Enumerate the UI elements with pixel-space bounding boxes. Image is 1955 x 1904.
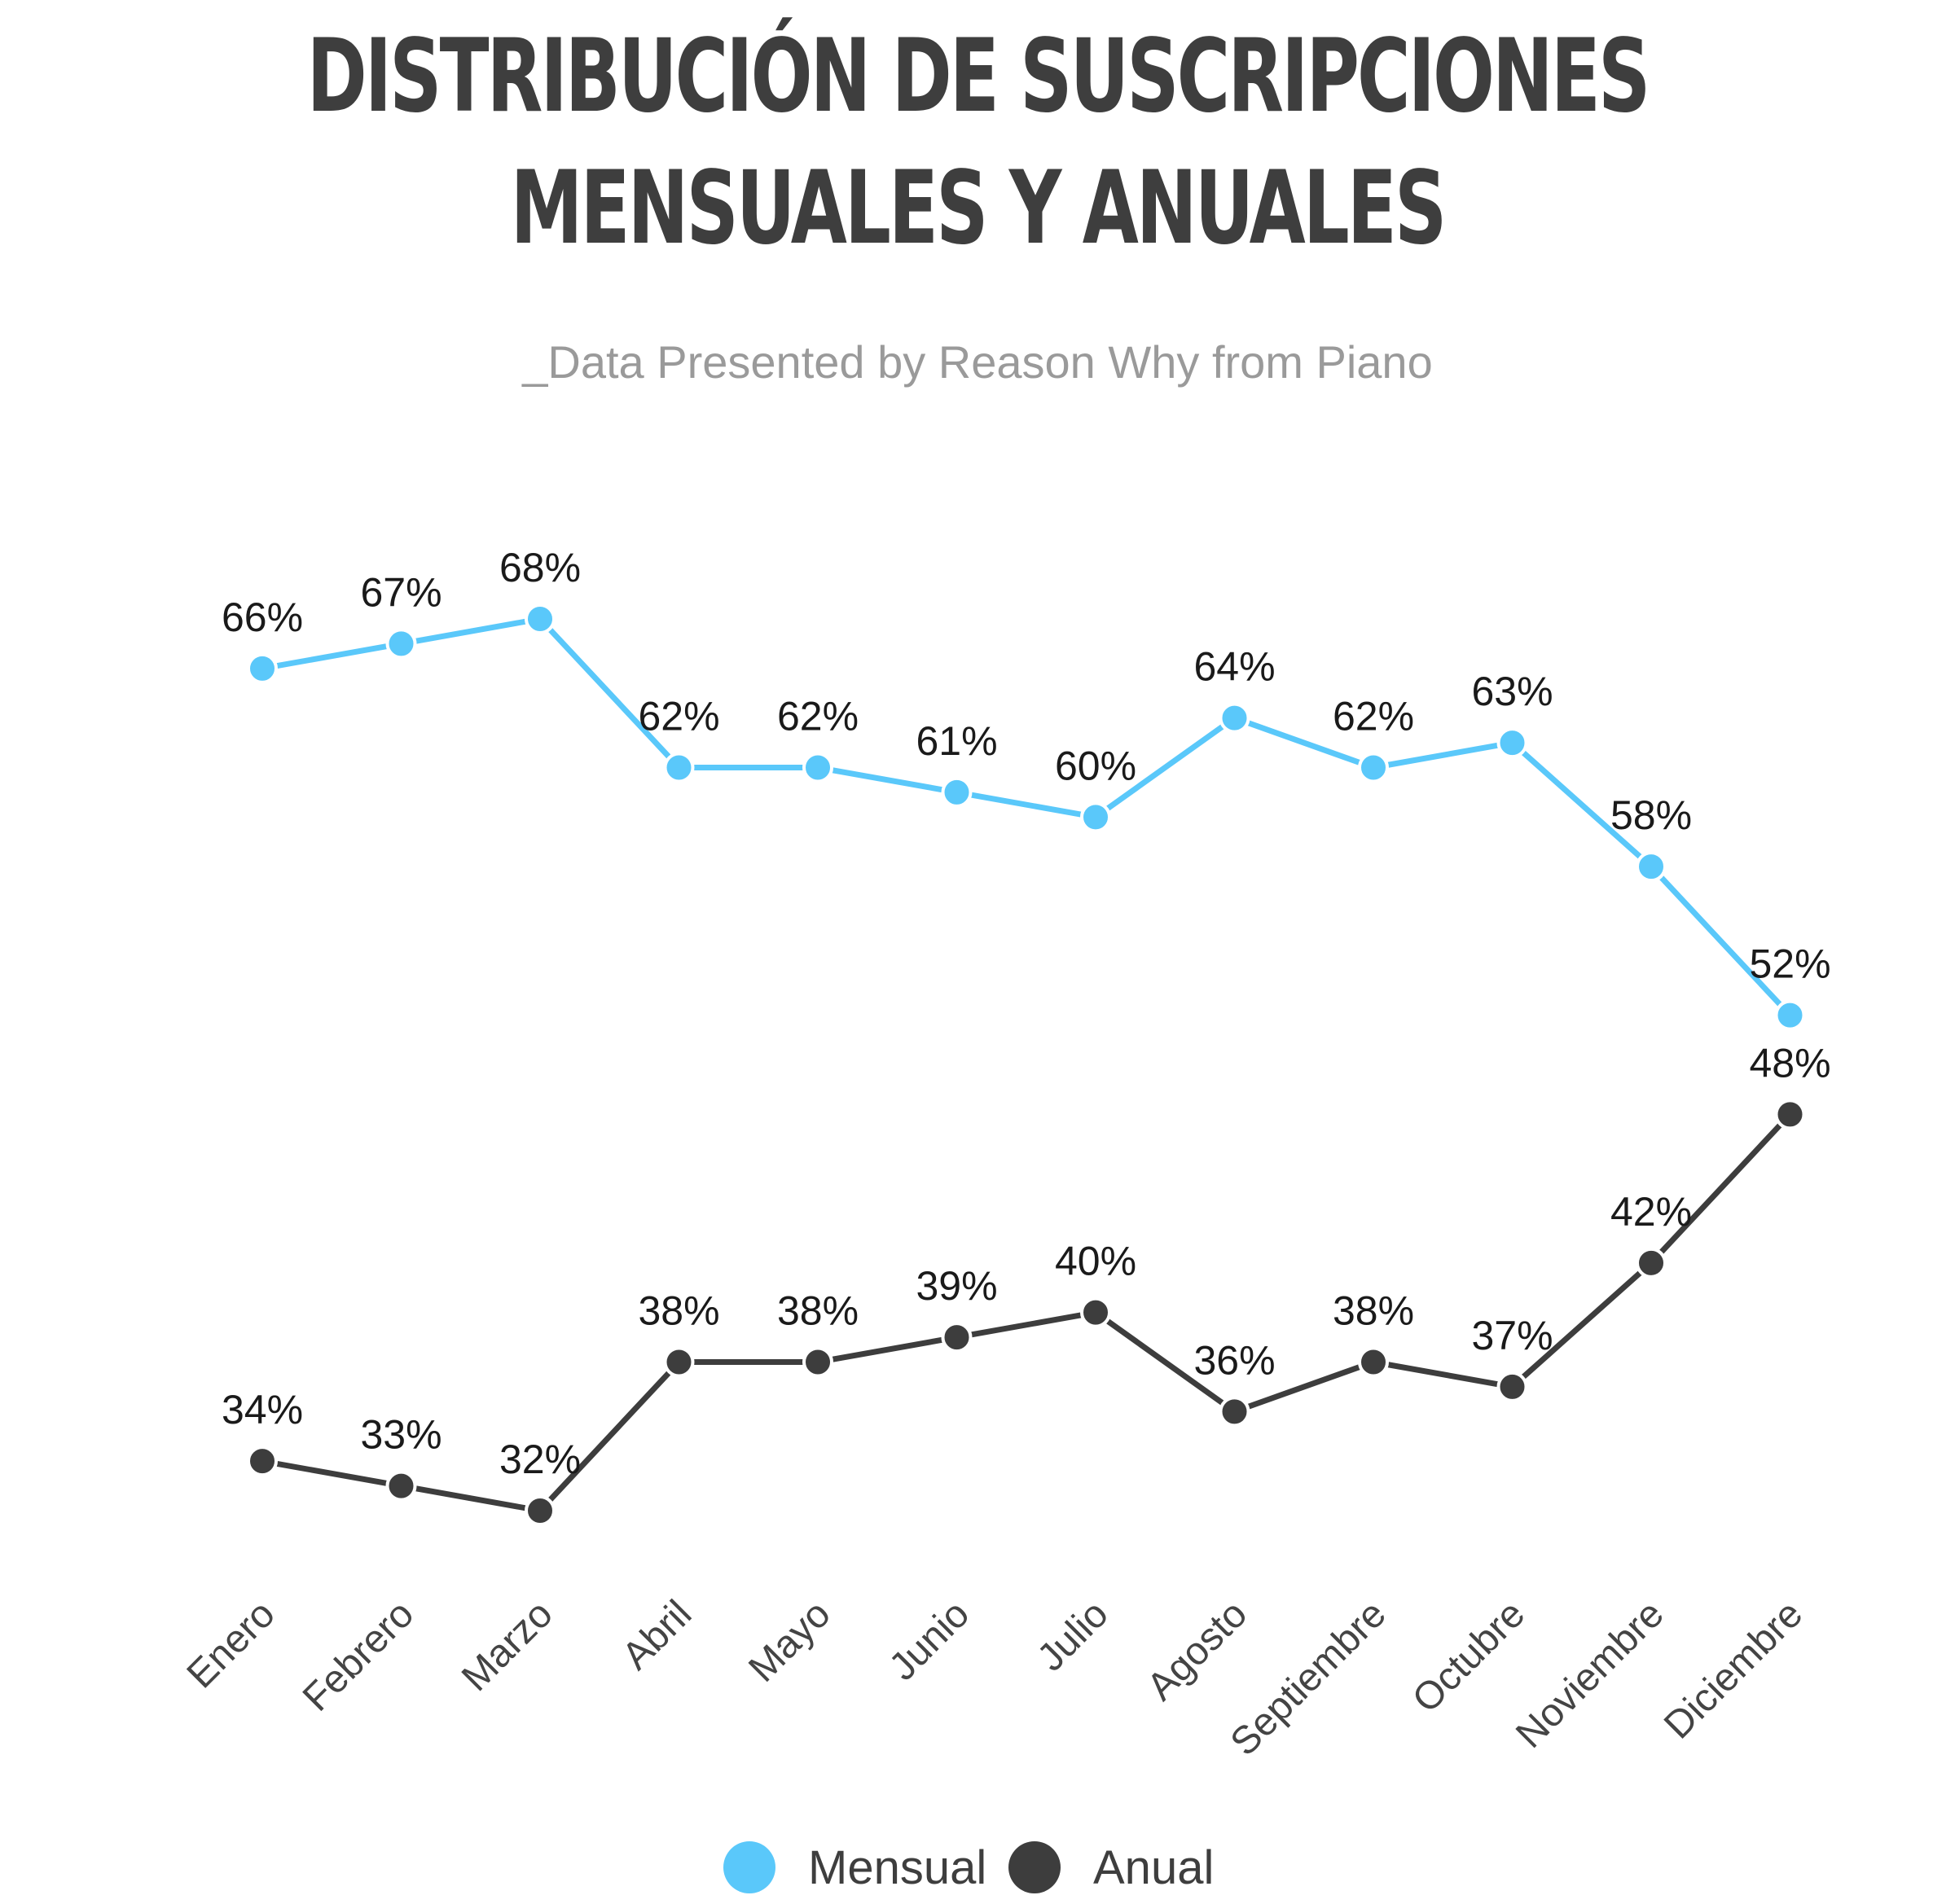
data-label-anual-julio: 40%: [1055, 1239, 1136, 1284]
data-label-anual-junio: 39%: [916, 1263, 997, 1309]
data-point-anual-septiembre[interactable]: [1358, 1346, 1389, 1378]
legend-swatch-anual: [1008, 1841, 1061, 1893]
data-label-anual-diciembre: 48%: [1749, 1040, 1830, 1086]
data-label-mensual-mayo: 62%: [777, 694, 859, 739]
legend-swatch-mensual: [723, 1841, 775, 1893]
data-label-anual-febrero: 33%: [360, 1412, 442, 1458]
data-label-anual-agosto: 36%: [1193, 1337, 1275, 1383]
data-label-anual-enero: 34%: [222, 1387, 303, 1432]
x-axis-ticks: Enero Febrero Marzo Abril Mayo Junio Julio Agos…: [179, 1592, 1812, 1764]
x-tick-label-diciembre: Diciembre: [1656, 1592, 1811, 1747]
series-line-anual: [261, 1112, 1793, 1514]
data-point-mensual-febrero[interactable]: [385, 628, 417, 660]
chart-subtitle: _Data Presented by Reason Why from Piano: [522, 336, 1433, 388]
data-label-mensual-abril: 62%: [638, 694, 719, 739]
data-label-mensual-agosto: 64%: [1193, 644, 1275, 690]
data-label-anual-abril: 38%: [638, 1288, 719, 1334]
legend: Mensual Anual: [0, 1831, 1955, 1904]
data-point-mensual-enero[interactable]: [247, 652, 278, 684]
x-tick-label-octubre: Octubre: [1404, 1592, 1533, 1721]
x-tick-label-junio: Junio: [881, 1592, 978, 1689]
x-tick-label-enero: Enero: [179, 1592, 283, 1696]
chart-title-line-2: MENSUALES Y ANUALES: [510, 150, 1448, 267]
data-point-anual-abril[interactable]: [663, 1346, 695, 1378]
data-point-mensual-marzo[interactable]: [525, 603, 556, 634]
data-label-mensual-diciembre: 52%: [1749, 941, 1830, 987]
data-point-mensual-noviembre[interactable]: [1636, 851, 1667, 883]
data-point-mensual-octubre[interactable]: [1496, 727, 1528, 759]
data-label-mensual-enero: 66%: [222, 594, 303, 640]
data-label-mensual-junio: 61%: [916, 718, 997, 764]
data-point-anual-mayo[interactable]: [802, 1346, 833, 1378]
x-tick-label-julio: Julio: [1029, 1592, 1116, 1679]
data-point-anual-diciembre[interactable]: [1774, 1099, 1806, 1130]
x-tick-label-febrero: Febrero: [295, 1592, 422, 1719]
data-label-anual-marzo: 32%: [499, 1437, 581, 1482]
x-tick-label-noviembre: Noviembre: [1508, 1592, 1672, 1757]
x-tick-label-abril: Abril: [614, 1592, 700, 1678]
data-point-anual-febrero[interactable]: [385, 1470, 417, 1502]
x-tick-label-marzo: Marzo: [454, 1592, 561, 1700]
data-label-mensual-julio: 60%: [1055, 743, 1136, 788]
data-label-mensual-noviembre: 58%: [1610, 792, 1692, 838]
data-label-mensual-octubre: 63%: [1471, 669, 1553, 714]
series-line-mensual: [261, 616, 1793, 1018]
data-point-anual-octubre[interactable]: [1496, 1371, 1528, 1402]
data-point-mensual-junio[interactable]: [941, 776, 973, 808]
data-point-anual-julio[interactable]: [1080, 1296, 1111, 1328]
chart-title-line-1: DISTRIBUCIÓN DE SUSCRIPCIONES: [306, 18, 1651, 135]
data-label-anual-mayo: 38%: [777, 1288, 859, 1334]
data-label-anual-octubre: 37%: [1471, 1313, 1553, 1358]
data-point-anual-enero[interactable]: [247, 1446, 278, 1477]
data-label-anual-noviembre: 42%: [1610, 1189, 1692, 1235]
legend-label-anual: Anual: [1093, 1840, 1215, 1894]
data-point-anual-agosto[interactable]: [1219, 1396, 1250, 1428]
data-point-mensual-diciembre[interactable]: [1774, 999, 1806, 1031]
data-label-mensual-febrero: 67%: [360, 569, 442, 615]
data-point-anual-noviembre[interactable]: [1636, 1247, 1667, 1279]
data-point-mensual-agosto[interactable]: [1219, 702, 1250, 734]
data-point-anual-junio[interactable]: [941, 1322, 973, 1353]
data-label-mensual-septiembre: 62%: [1333, 694, 1414, 739]
data-point-mensual-mayo[interactable]: [802, 752, 833, 783]
legend-item-mensual[interactable]: Mensual: [723, 1831, 986, 1904]
series-lines: [261, 616, 1793, 1514]
x-tick-label-agosto: Agosto: [1139, 1592, 1255, 1709]
data-point-anual-marzo[interactable]: [525, 1495, 556, 1526]
data-point-mensual-abril[interactable]: [663, 752, 695, 783]
data-label-anual-septiembre: 38%: [1333, 1288, 1414, 1334]
x-tick-label-mayo: Mayo: [740, 1592, 838, 1690]
data-labels: 66% 67% 68% 62% 62% 61% 60% 64% 62% 63% 58% 52% 34% 3…: [222, 545, 1831, 1482]
data-label-mensual-marzo: 68%: [499, 545, 581, 590]
legend-item-anual[interactable]: Anual: [1008, 1831, 1214, 1904]
series-points: [247, 603, 1806, 1526]
data-point-mensual-septiembre[interactable]: [1358, 752, 1389, 783]
legend-label-mensual: Mensual: [808, 1840, 987, 1894]
data-point-mensual-julio[interactable]: [1080, 801, 1111, 833]
